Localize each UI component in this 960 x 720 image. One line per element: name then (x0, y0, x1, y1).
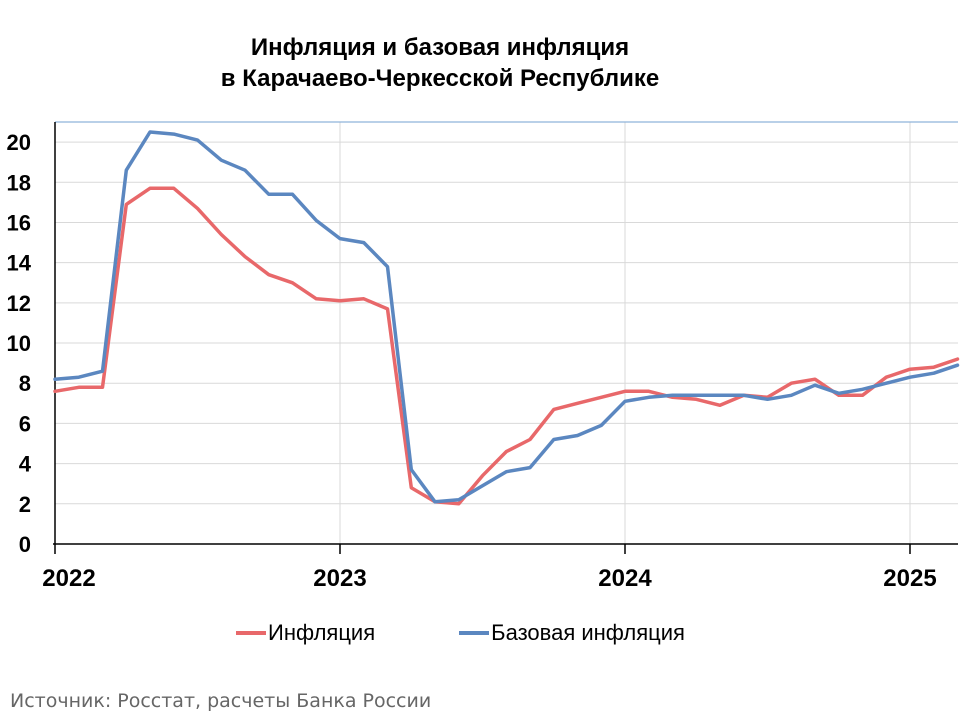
series-line-inflation (53, 186, 960, 506)
legend-swatch-inflation (236, 631, 266, 635)
y-tick-label: 4 (19, 452, 32, 477)
grid-lines (55, 122, 958, 544)
chart-title-line2: в Карачаево-Черкесской Республике (220, 65, 660, 92)
source-note: Источник: Росстат, расчеты Банка России (10, 690, 432, 712)
y-tick-label: 8 (19, 371, 31, 396)
legend-label-inflation: Инфляция (268, 620, 376, 645)
legend: Инфляция Базовая инфляция (236, 620, 685, 646)
legend-item-inflation: Инфляция (236, 620, 375, 646)
plot-frame (53, 121, 958, 545)
x-tick-label: 2023 (313, 565, 366, 592)
series-lines (53, 130, 960, 506)
legend-label-core: Базовая инфляция (491, 620, 685, 645)
y-tick-label: 0 (19, 532, 31, 557)
series-line-core (53, 130, 960, 504)
y-tick-label: 2 (19, 492, 31, 517)
legend-swatch-core (459, 631, 490, 635)
y-tick-label: 16 (7, 210, 31, 235)
x-tick-label: 2025 (883, 565, 936, 592)
y-axis-ticks: 0 2 4 6 8 10 12 14 16 18 20 (7, 130, 32, 557)
y-tick-label: 20 (7, 130, 31, 155)
x-tick-label: 2024 (598, 565, 652, 592)
chart-title-line1: Инфляция и базовая инфляция (250, 34, 630, 61)
y-tick-label: 6 (19, 411, 31, 436)
legend-item-core: Базовая инфляция (459, 620, 685, 646)
x-tick-label: 2022 (42, 565, 95, 592)
y-tick-label: 18 (7, 170, 31, 195)
line-chart: 0 2 4 6 8 10 12 14 16 18 20 2022 2023 2024 2025 (7, 121, 960, 592)
x-axis-ticks: 2022 2023 2024 2025 (42, 544, 937, 592)
chart-title: Инфляция и базовая инфляция в Карачаево-… (0, 32, 880, 94)
y-tick-label: 10 (7, 331, 31, 356)
y-tick-label: 14 (7, 251, 32, 276)
y-tick-label: 12 (7, 291, 31, 316)
